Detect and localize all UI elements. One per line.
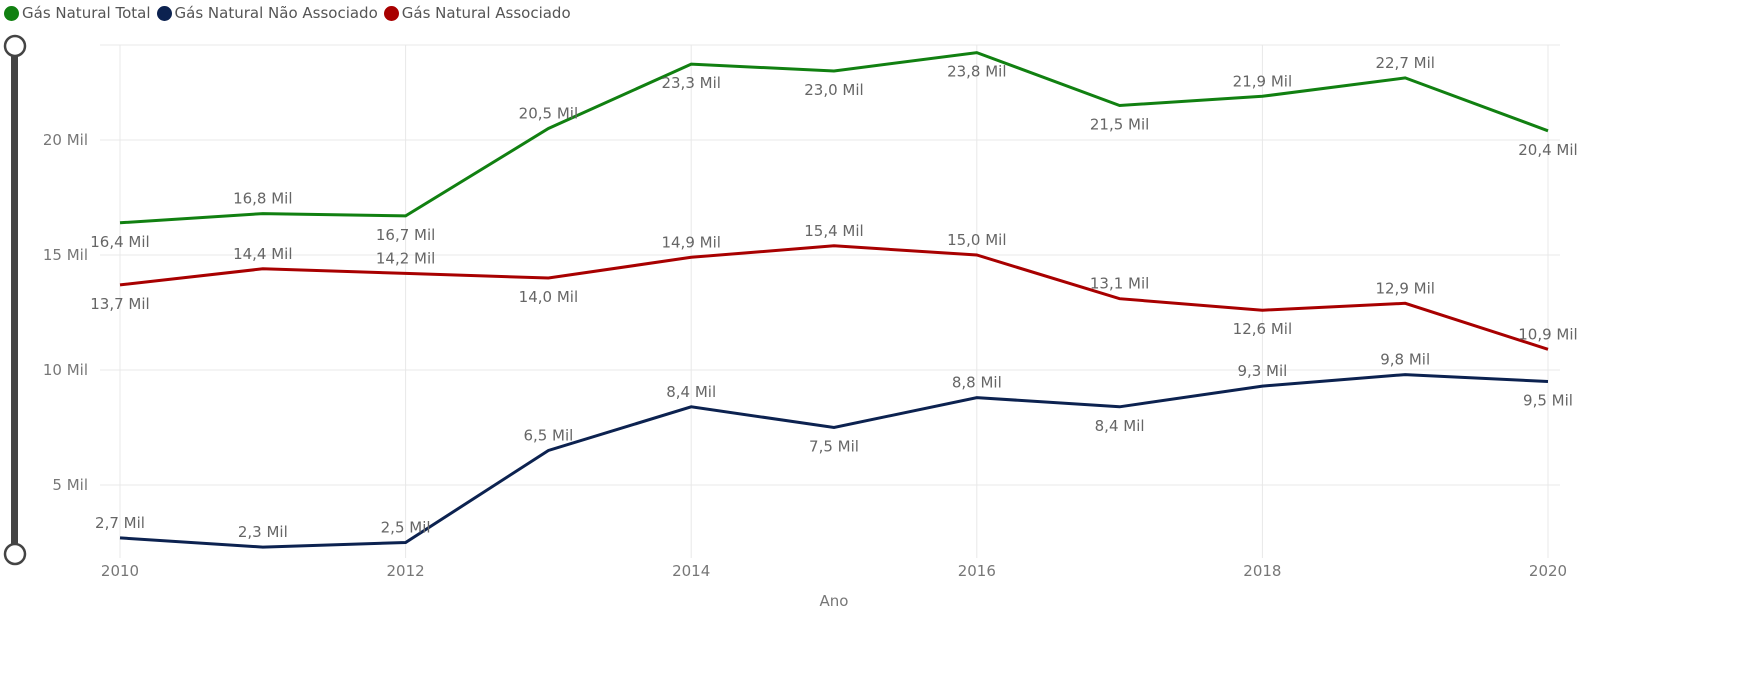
data-label: 6,5 Mil bbox=[523, 427, 573, 445]
data-label: 21,5 Mil bbox=[1090, 116, 1149, 134]
data-label: 12,9 Mil bbox=[1375, 279, 1434, 297]
data-label: 14,4 Mil bbox=[233, 245, 292, 263]
legend-label: Gás Natural Não Associado bbox=[174, 4, 378, 22]
data-label: 15,4 Mil bbox=[804, 222, 863, 240]
legend-marker-icon bbox=[4, 5, 19, 21]
data-label: 23,3 Mil bbox=[661, 74, 720, 92]
slider-handle-bottom[interactable] bbox=[3, 542, 27, 566]
y-tick-label: 5 Mil bbox=[52, 476, 88, 494]
legend: Gás Natural Total Gás Natural Não Associ… bbox=[4, 4, 571, 22]
y-range-slider[interactable] bbox=[3, 34, 27, 566]
data-label: 8,4 Mil bbox=[666, 383, 716, 401]
x-tick-label: 2014 bbox=[672, 562, 710, 580]
slider-track[interactable] bbox=[11, 46, 18, 554]
data-label: 22,7 Mil bbox=[1375, 54, 1434, 72]
x-tick-label: 2010 bbox=[101, 562, 139, 580]
y-tick-label: 10 Mil bbox=[43, 361, 88, 379]
legend-item-total[interactable]: Gás Natural Total bbox=[4, 4, 151, 22]
legend-item-nao-associado[interactable]: Gás Natural Não Associado bbox=[156, 4, 378, 22]
data-label: 10,9 Mil bbox=[1518, 325, 1577, 343]
data-label: 20,5 Mil bbox=[519, 105, 578, 123]
data-label: 23,0 Mil bbox=[804, 81, 863, 99]
data-label: 12,6 Mil bbox=[1233, 320, 1292, 338]
data-label: 21,9 Mil bbox=[1233, 72, 1292, 90]
legend-label: Gás Natural Associado bbox=[401, 4, 571, 22]
slider-handle-top[interactable] bbox=[3, 34, 27, 58]
data-label: 7,5 Mil bbox=[809, 438, 859, 456]
data-label: 14,2 Mil bbox=[376, 249, 435, 267]
series-line-2[interactable] bbox=[119, 244, 1549, 351]
data-label: 20,4 Mil bbox=[1518, 141, 1577, 159]
data-label: 13,1 Mil bbox=[1090, 275, 1149, 293]
y-tick-label: 20 Mil bbox=[43, 131, 88, 149]
x-tick-label: 2020 bbox=[1529, 562, 1567, 580]
data-label: 15,0 Mil bbox=[947, 231, 1006, 249]
legend-item-associado[interactable]: Gás Natural Associado bbox=[383, 4, 571, 22]
legend-marker-icon bbox=[383, 5, 399, 21]
x-tick-label: 2016 bbox=[958, 562, 996, 580]
data-label: 2,5 Mil bbox=[381, 519, 431, 537]
data-label: 14,9 Mil bbox=[661, 233, 720, 251]
data-label: 8,4 Mil bbox=[1095, 417, 1145, 435]
data-label: 2,7 Mil bbox=[95, 514, 145, 532]
x-axis-title: Ano bbox=[820, 592, 849, 610]
data-label: 9,8 Mil bbox=[1380, 351, 1430, 369]
data-label: 8,8 Mil bbox=[952, 374, 1002, 392]
data-label: 23,8 Mil bbox=[947, 63, 1006, 81]
data-label: 13,7 Mil bbox=[90, 295, 149, 313]
legend-marker-icon bbox=[156, 5, 172, 21]
data-label: 9,5 Mil bbox=[1523, 392, 1573, 410]
data-label: 2,3 Mil bbox=[238, 523, 288, 541]
data-label: 16,7 Mil bbox=[376, 226, 435, 244]
data-label: 14,0 Mil bbox=[519, 288, 578, 306]
data-label: 16,8 Mil bbox=[233, 190, 292, 208]
data-label: 16,4 Mil bbox=[90, 233, 149, 251]
legend-label: Gás Natural Total bbox=[22, 4, 151, 22]
y-tick-label: 15 Mil bbox=[43, 246, 88, 264]
data-label: 9,3 Mil bbox=[1237, 362, 1287, 380]
series-line-0[interactable] bbox=[119, 51, 1549, 225]
x-tick-label: 2018 bbox=[1243, 562, 1281, 580]
series-line-1[interactable] bbox=[119, 373, 1549, 549]
x-tick-label: 2012 bbox=[387, 562, 425, 580]
